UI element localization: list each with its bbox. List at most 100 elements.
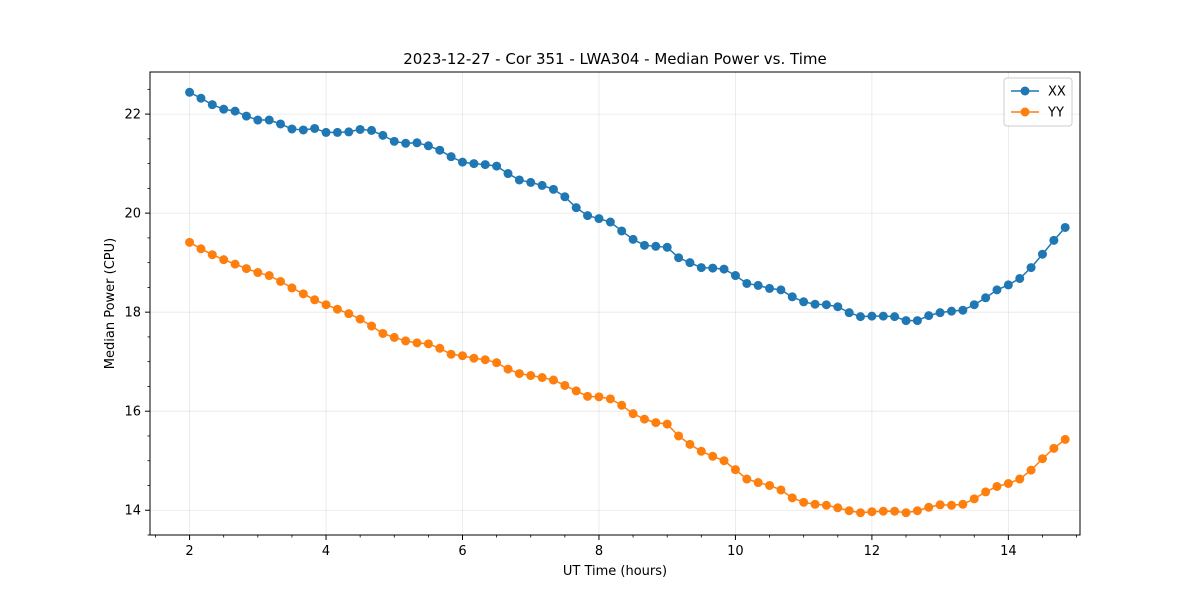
data-point-xx [753, 280, 763, 290]
data-point-xx [537, 180, 547, 190]
data-point-xx [219, 104, 229, 114]
data-point-yy [787, 493, 797, 503]
data-point-xx [196, 93, 206, 103]
data-point-xx [594, 214, 604, 224]
data-point-xx [685, 258, 695, 268]
data-point-yy [560, 380, 570, 390]
data-point-xx [298, 125, 308, 135]
data-point-xx [571, 203, 581, 213]
data-point-yy [833, 503, 843, 513]
data-point-xx [617, 226, 627, 236]
data-point-xx [287, 124, 297, 134]
legend-label-yy: YY [1047, 106, 1064, 121]
y-axis-label: Median Power (CPU) [103, 238, 118, 369]
x-tick-label: 6 [458, 544, 466, 559]
data-point-xx [628, 234, 638, 244]
data-point-xx [696, 263, 706, 273]
data-point-xx [776, 285, 786, 295]
data-point-xx [719, 264, 729, 274]
data-point-xx [1037, 249, 1047, 259]
data-point-xx [742, 278, 752, 288]
data-point-yy [298, 289, 308, 299]
data-point-yy [219, 255, 229, 265]
data-point-xx [526, 177, 536, 187]
data-point-yy [537, 373, 547, 383]
data-point-yy [901, 508, 911, 518]
data-point-yy [1060, 434, 1070, 444]
data-point-xx [981, 293, 991, 303]
data-point-xx [230, 106, 240, 116]
data-point-yy [571, 386, 581, 396]
data-point-yy [264, 271, 274, 281]
data-point-yy [344, 309, 354, 319]
x-tick-label: 12 [864, 544, 881, 559]
data-point-yy [332, 304, 342, 314]
data-point-yy [1037, 454, 1047, 464]
data-point-xx [639, 240, 649, 250]
data-point-yy [412, 338, 422, 348]
data-point-xx [401, 138, 411, 148]
data-point-xx [787, 292, 797, 302]
data-point-xx [799, 297, 809, 307]
data-point-xx [878, 311, 888, 321]
grid-layer [150, 72, 1080, 535]
data-point-yy [958, 499, 968, 509]
y-tick-label: 16 [124, 405, 141, 420]
data-point-xx [378, 130, 388, 140]
data-point-yy [378, 328, 388, 338]
data-point-yy [924, 502, 934, 512]
data-point-xx [1026, 263, 1036, 273]
data-point-yy [878, 506, 888, 516]
data-point-yy [810, 499, 820, 509]
data-point-yy [446, 349, 456, 359]
data-point-yy [389, 332, 399, 342]
series-layer [185, 87, 1070, 518]
data-point-yy [674, 431, 684, 441]
data-point-xx [605, 217, 615, 227]
data-point-xx [958, 305, 968, 315]
data-point-yy [185, 237, 195, 247]
x-tick-label: 4 [322, 544, 330, 559]
data-point-yy [719, 456, 729, 466]
data-point-xx [935, 308, 945, 318]
data-point-yy [458, 351, 467, 361]
data-point-xx [833, 302, 843, 312]
data-point-xx [344, 127, 354, 137]
data-point-yy [742, 474, 752, 484]
data-point-yy [628, 409, 638, 419]
data-point-yy [799, 497, 809, 507]
data-point-xx [480, 160, 490, 170]
data-point-xx [412, 138, 422, 148]
y-tick-label: 20 [124, 207, 141, 222]
x-tick-label: 10 [727, 544, 744, 559]
data-point-xx [583, 211, 593, 221]
data-point-yy [526, 371, 536, 381]
data-point-yy [1026, 465, 1036, 475]
data-point-yy [480, 355, 490, 365]
data-point-xx [503, 169, 513, 179]
data-point-xx [492, 161, 502, 171]
data-point-yy [196, 244, 206, 254]
data-point-yy [753, 478, 763, 488]
data-point-xx [548, 184, 558, 194]
data-point-yy [367, 321, 377, 331]
data-point-xx [1049, 235, 1059, 245]
data-point-xx [924, 311, 934, 321]
data-point-yy [355, 314, 365, 324]
data-point-yy [685, 439, 695, 449]
y-tick-label: 18 [124, 306, 141, 321]
data-point-xx [423, 141, 433, 151]
data-point-yy [708, 451, 718, 461]
data-point-yy [935, 500, 945, 510]
data-point-xx [867, 311, 877, 321]
data-point-xx [276, 119, 286, 129]
data-point-yy [605, 394, 615, 404]
data-point-yy [969, 494, 979, 504]
data-point-yy [310, 295, 320, 305]
data-point-xx [446, 152, 456, 162]
data-point-yy [981, 487, 991, 497]
data-point-xx [207, 100, 217, 110]
data-point-yy [992, 481, 1002, 491]
data-point-yy [1015, 474, 1025, 484]
data-point-yy [321, 300, 331, 310]
